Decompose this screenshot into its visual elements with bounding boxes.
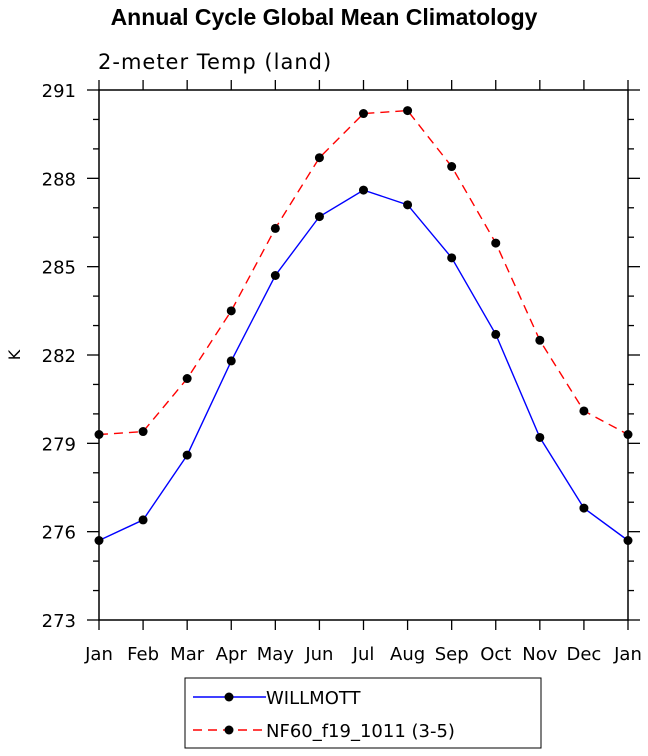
data-point <box>226 306 236 316</box>
data-point <box>138 427 148 437</box>
data-point <box>270 271 280 280</box>
x-tick-label: Jan <box>613 644 642 665</box>
x-tick-label: Dec <box>566 644 601 665</box>
x-tick-label: Nov <box>522 644 557 665</box>
data-point <box>623 430 633 439</box>
data-point <box>359 109 368 119</box>
y-tick-label: 291 <box>42 81 76 102</box>
data-point <box>403 106 413 116</box>
data-point <box>182 450 192 460</box>
y-tick-label: 273 <box>42 611 76 632</box>
data-point <box>138 515 148 525</box>
data-point <box>579 503 589 513</box>
data-point <box>314 212 324 222</box>
x-tick-label: Apr <box>216 644 248 665</box>
y-tick-label: 279 <box>42 434 76 455</box>
legend-box <box>184 677 542 749</box>
legend-marker <box>224 725 234 735</box>
y-tick-label: 285 <box>42 258 76 279</box>
x-tick-label: Aug <box>390 644 425 665</box>
x-tick-label: May <box>257 644 295 665</box>
data-point <box>314 153 324 163</box>
plot-frame <box>98 89 629 621</box>
data-point <box>491 238 501 248</box>
legend-label-0: WILLMOTT <box>266 688 362 709</box>
data-point <box>94 536 104 545</box>
legend-marker <box>224 692 234 702</box>
y-tick-label: 282 <box>42 346 76 367</box>
x-tick-label: Jul <box>352 644 375 665</box>
data-point <box>226 356 236 366</box>
y-tick-label: 276 <box>42 523 76 544</box>
data-point <box>447 253 457 263</box>
x-tick-label: Feb <box>127 644 159 665</box>
y-axis-label: K <box>5 349 24 360</box>
data-point <box>535 335 545 345</box>
data-point <box>447 162 457 172</box>
y-tick-label: 288 <box>42 169 76 190</box>
x-tick-label: Jan <box>84 644 113 665</box>
data-point <box>182 374 192 384</box>
axis-labels: 273 276 279 282 285 288 291 Jan Feb Mar Apr May Jun J… <box>42 81 642 665</box>
series-line-1 <box>98 109 629 436</box>
data-point <box>623 536 633 545</box>
axis-ticks <box>87 80 640 630</box>
chart-subtitle: 2-meter Temp (land) <box>98 50 332 74</box>
x-tick-label: Sep <box>435 644 469 665</box>
data-point <box>579 406 589 416</box>
series-line-0 <box>98 189 629 542</box>
data-point <box>535 432 545 442</box>
x-tick-label: Jun <box>304 644 333 665</box>
chart-title: Annual Cycle Global Mean Climatology <box>110 4 538 30</box>
data-point <box>403 200 413 210</box>
data-point <box>94 430 104 439</box>
legend: WILLMOTT NF60_f19_1011 (3-5) <box>184 677 542 749</box>
legend-label-1: NF60_f19_1011 (3-5) <box>266 721 455 742</box>
data-point <box>359 185 368 195</box>
data-point <box>491 329 501 339</box>
x-tick-label: Oct <box>480 644 511 665</box>
data-point <box>270 223 280 233</box>
series-group <box>94 106 633 545</box>
x-tick-label: Mar <box>170 644 205 665</box>
